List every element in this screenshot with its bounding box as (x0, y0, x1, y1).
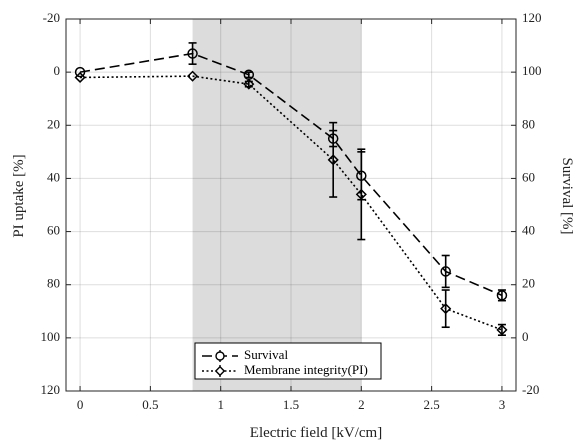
left-y-tick-label-3: 40 (47, 169, 60, 184)
series-0-point-0 (74, 66, 86, 78)
series-0-point-5 (440, 266, 451, 277)
right-y-tick-label-3: 40 (522, 223, 535, 238)
series-1-point-5 (440, 303, 452, 315)
series-1-point-4 (355, 188, 367, 200)
shaded-region (192, 19, 362, 391)
x-tick-label-0: 0 (77, 397, 84, 412)
legend-marks (202, 350, 238, 377)
x-tick-label-4: 2 (358, 397, 365, 412)
x-tick-label-2: 1 (217, 397, 224, 412)
right-y-tick-label-5: 80 (522, 116, 535, 131)
right-y-tick-label-4: 60 (522, 169, 535, 184)
x-tick-label-6: 3 (499, 397, 506, 412)
series-layer (74, 42, 508, 337)
shaded-region-layer (192, 19, 362, 391)
left-y-tick-label-1: 0 (54, 63, 61, 78)
tick-labels-layer: 0 0.5 1 1.5 2 2.5 3 -20 0 20 40 60 80 100 120 -20 0 20 40 6… (41, 10, 542, 412)
x-axis-title: Electric field [kV/cm] (250, 425, 382, 441)
series-1-point-3 (327, 154, 339, 166)
series-1 (74, 70, 508, 337)
left-y-tick-label-6: 100 (41, 329, 61, 344)
right-y-tick-label-6: 100 (522, 63, 542, 78)
legend-label-membrane-integrity: Membrane integrity(PI) (244, 362, 368, 377)
left-y-tick-label-7: 120 (41, 382, 61, 397)
legend-marker-1 (214, 365, 226, 377)
legend-marker-0 (215, 351, 225, 361)
left-y-tick-label-5: 80 (47, 276, 60, 291)
right-y-axis-title: Survival [%] (559, 157, 575, 234)
right-y-tick-label-1: 0 (522, 329, 529, 344)
left-y-axis-title: PI uptake [%] (11, 154, 27, 237)
series-1-point-1 (187, 70, 199, 82)
right-y-tick-label-2: 20 (522, 276, 535, 291)
legend-box (194, 342, 382, 380)
series-1-point-2 (243, 78, 255, 90)
legend-label-survival: Survival (244, 347, 288, 362)
x-tick-label-3: 1.5 (283, 397, 299, 412)
series-0-point-1 (187, 48, 198, 59)
series-1-point-0 (74, 71, 86, 84)
left-y-tick-label-0: -20 (43, 10, 60, 25)
x-tick-label-1: 0.5 (142, 397, 158, 412)
x-tick-label-5: 2.5 (424, 397, 440, 412)
left-y-tick-label-2: 20 (47, 116, 60, 131)
left-y-tick-label-4: 60 (47, 223, 60, 238)
series-0-point-6 (496, 290, 508, 301)
series-1-point-6 (496, 324, 508, 336)
right-y-tick-label-7: 120 (522, 10, 542, 25)
legend: Survival Membrane integrity(PI) (194, 342, 382, 380)
right-y-tick-label-0: -20 (522, 382, 539, 397)
